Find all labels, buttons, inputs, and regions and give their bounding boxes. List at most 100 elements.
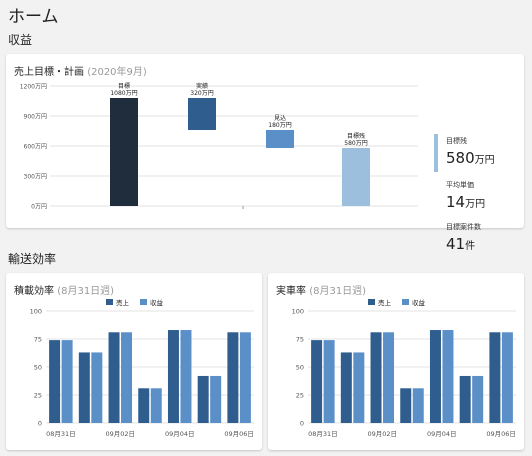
data-bar: [400, 388, 412, 423]
actual-card-title: 実車率 (8月31日週): [276, 282, 366, 297]
load-card-title-text: 積載効率: [14, 286, 54, 297]
data-bar: [429, 330, 441, 423]
data-bar: [108, 332, 120, 423]
bar-label-name: 目標: [118, 82, 130, 90]
load-card-title: 積載効率 (8月31日週): [14, 282, 114, 297]
data-bar: [370, 332, 382, 423]
y-tick-label: 1200万円: [20, 84, 47, 91]
load-card-subtitle: (8月31日週): [57, 286, 115, 297]
data-bar: [501, 332, 513, 423]
data-bar: [49, 340, 61, 423]
data-bar: [167, 330, 179, 423]
revenue-section-title: 収益: [8, 33, 33, 47]
x-tick-label: 09月04日: [165, 430, 195, 438]
stat-average-price-label: 平均単価: [446, 181, 474, 189]
y-tick-label: 0万円: [31, 204, 47, 211]
stat-target-deals-unit: 件: [465, 241, 476, 252]
data-bar: [239, 332, 251, 423]
bar-label-value: 1080万円: [110, 90, 137, 97]
load-efficiency-card: 積載効率 (8月31日週) 売上 収益 0 25 50 75 100 08月31日 09月02日…: [6, 273, 262, 450]
stat-remaining-label: 目標残: [446, 137, 467, 145]
data-bar: [210, 375, 222, 423]
x-tick-label: 09月02日: [368, 430, 398, 438]
data-bar: [489, 332, 501, 423]
data-bar: [442, 330, 454, 423]
legend-label: 収益: [150, 298, 164, 307]
legend-swatch: [106, 299, 113, 305]
waterfall-bar: [188, 98, 216, 130]
data-bar: [383, 332, 395, 423]
sales-card-title-text: 売上目標・計画: [14, 67, 84, 78]
data-bar: [472, 375, 484, 423]
waterfall-bar: [342, 148, 370, 206]
actual-card-title-text: 実車率: [276, 286, 306, 297]
stat-average-price-unit: 万円: [465, 199, 486, 210]
bar-label-value: 580万円: [344, 140, 367, 147]
bar-label-name: 実績: [196, 82, 208, 90]
sales-target-card: 売上目標・計画 (2020年9月) 0万円 300万円 600万円 900万円 1200…: [6, 54, 524, 253]
x-tick-label: 09月04日: [427, 430, 457, 438]
data-bar: [180, 330, 192, 423]
data-bar: [150, 388, 162, 423]
sales-card-subtitle: (2020年9月): [87, 67, 147, 78]
sales-card-title: 売上目標・計画 (2020年9月): [14, 63, 147, 78]
data-bar: [91, 352, 103, 423]
data-bar: [353, 352, 365, 423]
sales-stats-panel: 目標残 580万円 平均単価 14万円 目標案件数 41件: [434, 134, 524, 266]
y-tick-label: 600万円: [24, 144, 47, 151]
page-title: ホーム: [8, 7, 59, 27]
data-bar: [340, 352, 352, 423]
y-tick-label: 100: [30, 308, 42, 316]
bar-label-name: 見込: [274, 114, 286, 122]
y-tick-label: 50: [34, 364, 42, 372]
load-efficiency-chart: 売上 収益 0 25 50 75 100 08月31日 09月02日 09月04日 09月06日: [30, 298, 254, 438]
waterfall-bar: [110, 98, 138, 206]
legend-label: 売上: [378, 298, 392, 307]
stat-accent-bar: [434, 134, 438, 172]
stat-target-deals-label: 目標案件数: [446, 223, 481, 231]
x-tick-label: 08月31日: [46, 430, 76, 438]
y-tick-label: 25: [296, 392, 304, 400]
bar-label-value: 180万円: [268, 122, 291, 129]
data-bar: [412, 388, 424, 423]
actual-vehicle-rate-card: 実車率 (8月31日週) 売上 収益 0 25 50 75 100 08月31日 09月02日 0…: [268, 273, 524, 450]
stat-target-deals: 目標案件数 41件: [446, 222, 481, 253]
legend-swatch: [140, 299, 147, 305]
bar-label-value: 320万円: [190, 90, 213, 97]
stat-average-price-value: 14: [446, 193, 466, 211]
y-tick-label: 300万円: [24, 174, 47, 181]
legend-label: 売上: [116, 298, 130, 307]
stat-average-price: 平均単価 14万円: [446, 180, 485, 211]
transport-section-title: 輸送効率: [8, 252, 57, 266]
stat-remaining: 目標残 580万円: [446, 136, 495, 167]
legend-label: 収益: [412, 298, 426, 307]
y-tick-label: 100: [292, 308, 304, 316]
data-bar: [61, 340, 73, 423]
y-tick-label: 50: [296, 364, 304, 372]
bar-label-name: 目標残: [347, 132, 365, 140]
data-bar: [197, 375, 209, 423]
y-tick-label: 25: [34, 392, 42, 400]
data-bar: [121, 332, 133, 423]
y-tick-label: 0: [300, 420, 304, 428]
stat-remaining-value: 580: [446, 149, 475, 167]
legend-swatch: [402, 299, 409, 305]
actual-vehicle-rate-chart: 売上 収益 0 25 50 75 100 08月31日 09月02日 09月04日 09月06日: [292, 298, 516, 438]
waterfall-bar: [266, 130, 294, 148]
x-tick-label: 09月02日: [106, 430, 136, 438]
stat-target-deals-value: 41: [446, 235, 466, 253]
y-tick-label: 900万円: [24, 114, 47, 121]
data-bar: [138, 388, 150, 423]
data-bar: [78, 352, 90, 423]
y-tick-label: 75: [34, 336, 42, 344]
legend-swatch: [368, 299, 375, 305]
data-bar: [227, 332, 239, 423]
data-bar: [311, 340, 323, 423]
x-tick-label: 09月06日: [486, 430, 516, 438]
data-bar: [459, 375, 471, 423]
y-tick-label: 75: [296, 336, 304, 344]
x-tick-label: 09月06日: [224, 430, 254, 438]
stat-remaining-unit: 万円: [474, 155, 495, 166]
data-bar: [323, 340, 335, 423]
